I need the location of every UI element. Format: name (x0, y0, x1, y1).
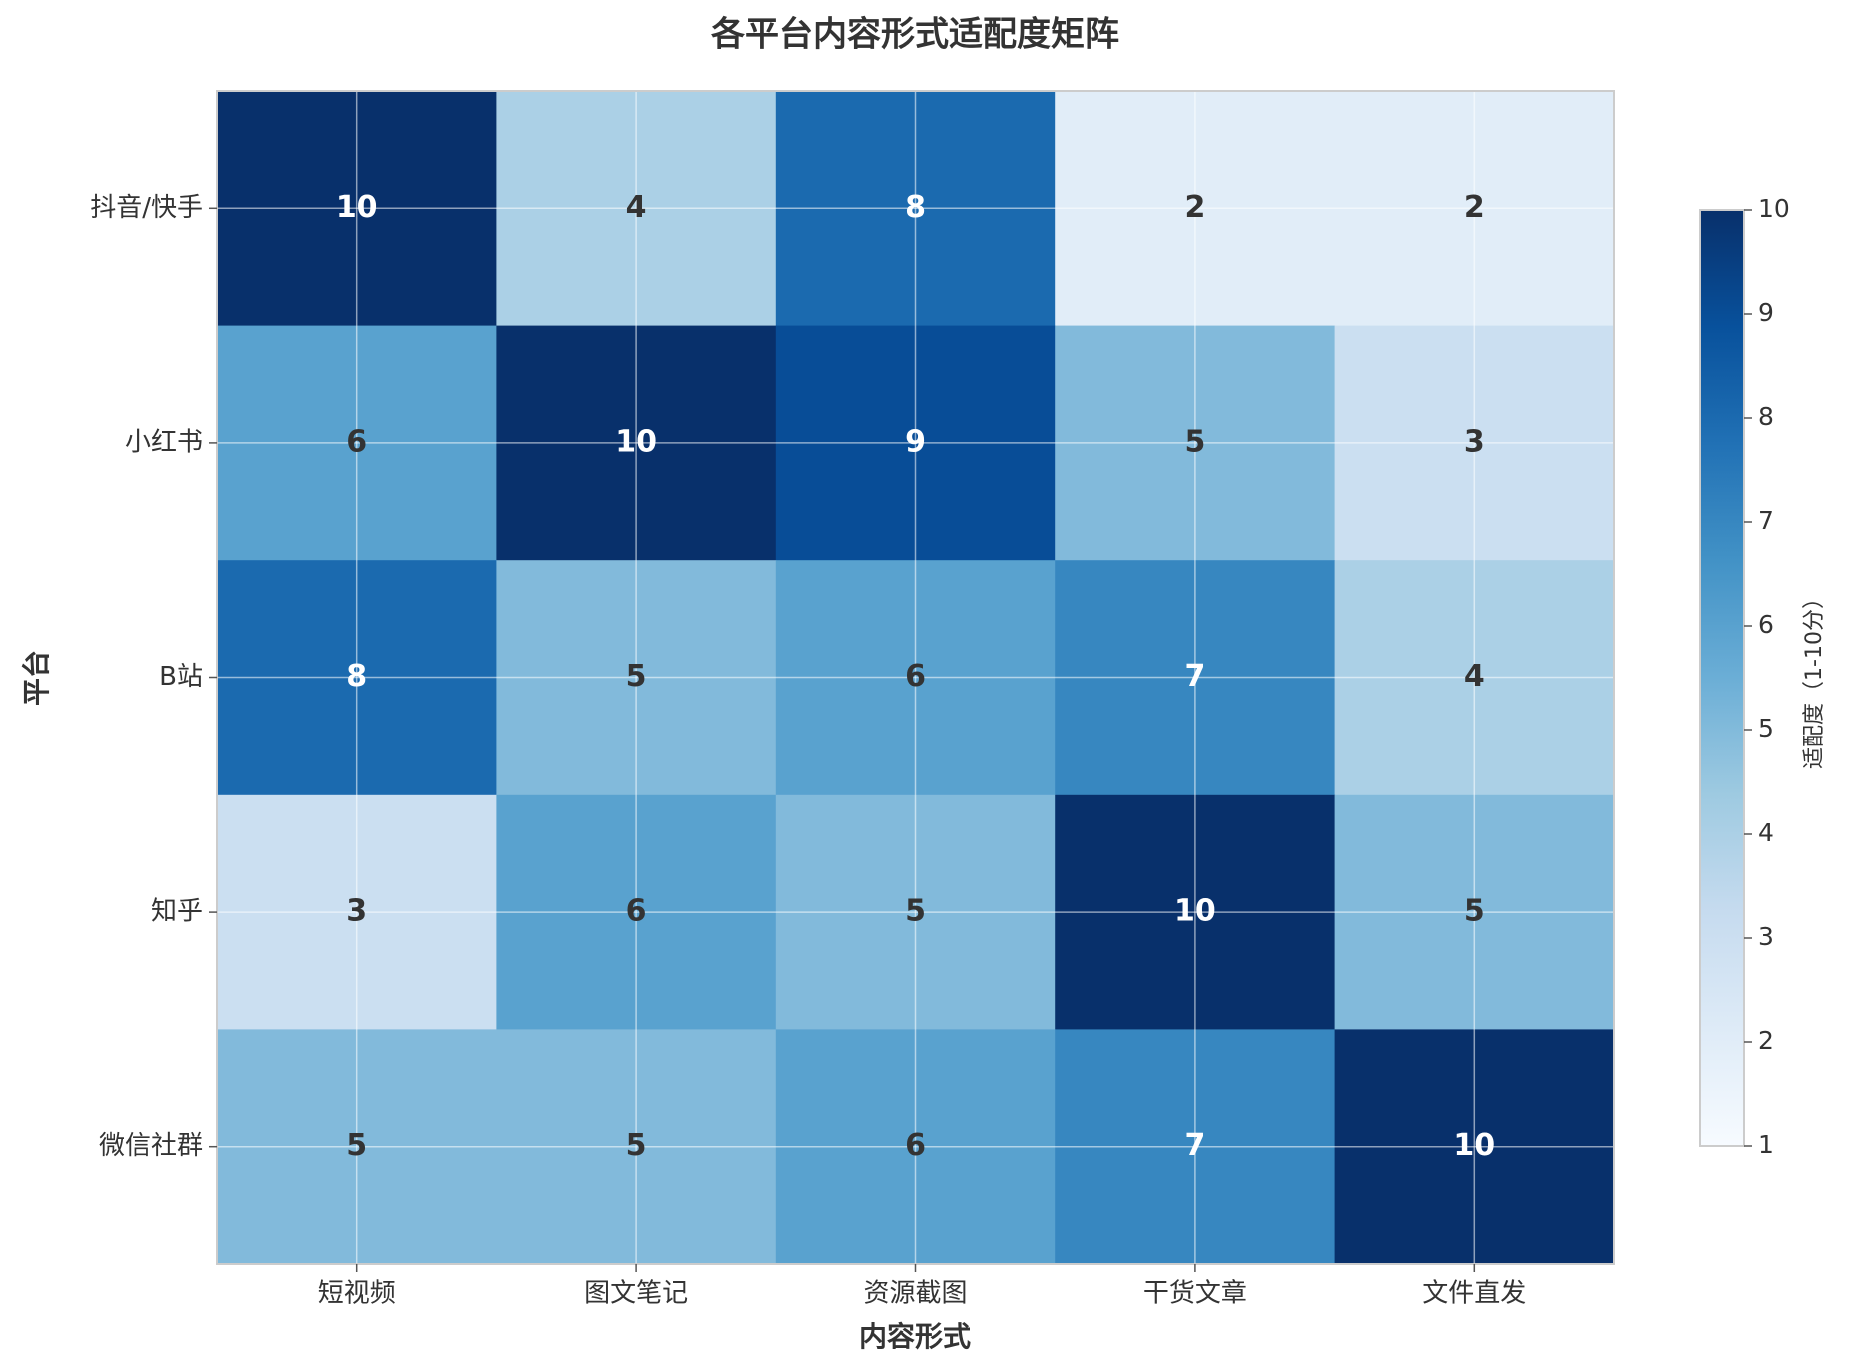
value-label: 10 (1453, 1128, 1495, 1163)
value-label: 10 (1174, 894, 1216, 929)
y-axis-label: 平台 (20, 650, 53, 706)
value-label: 6 (626, 894, 647, 929)
x-tick-label: 短视频 (318, 1279, 396, 1309)
value-label: 8 (346, 659, 367, 694)
x-tick-label: 干货文章 (1143, 1279, 1247, 1309)
colorbar-label: 适配度（1-10分） (1802, 587, 1827, 769)
colorbar-tick-label: 5 (1758, 714, 1774, 743)
value-label: 7 (1184, 1128, 1205, 1163)
colorbar-tick-label: 8 (1758, 402, 1774, 431)
colorbar-tick-label: 6 (1758, 610, 1774, 639)
value-label: 2 (1464, 190, 1485, 225)
x-tick-label: 图文笔记 (584, 1279, 688, 1309)
value-label: 9 (905, 424, 926, 459)
value-label: 5 (346, 1128, 367, 1163)
value-label: 5 (1464, 894, 1485, 929)
chart-title: 各平台内容形式适配度矩阵 (711, 15, 1119, 55)
value-label: 6 (905, 659, 926, 694)
value-label: 5 (1184, 424, 1205, 459)
value-label: 5 (626, 1128, 647, 1163)
value-label: 5 (626, 659, 647, 694)
value-label: 10 (336, 190, 378, 225)
value-label: 8 (905, 190, 926, 225)
y-tick-label: 微信社群 (99, 1131, 203, 1161)
colorbar-tick-label: 9 (1758, 298, 1774, 327)
value-label: 4 (1464, 659, 1485, 694)
colorbar-tick-label: 10 (1758, 194, 1790, 223)
y-tick-label: 知乎 (151, 897, 203, 927)
x-tick-label: 资源截图 (863, 1279, 967, 1309)
x-tick-label: 文件直发 (1422, 1279, 1526, 1309)
value-label: 6 (905, 1128, 926, 1163)
colorbar-tick-label: 7 (1758, 506, 1774, 535)
value-label: 7 (1184, 659, 1205, 694)
colorbar-tick-label: 2 (1758, 1026, 1774, 1055)
colorbar-tick-label: 4 (1758, 818, 1774, 847)
value-label: 6 (346, 424, 367, 459)
value-label: 4 (626, 190, 647, 225)
x-axis-label: 内容形式 (859, 1320, 971, 1353)
value-label: 10 (615, 424, 657, 459)
value-label: 3 (1464, 424, 1485, 459)
y-tick-label: 小红书 (125, 427, 203, 457)
colorbar (1699, 209, 1745, 1147)
y-tick-label: 抖音/快手 (90, 193, 203, 223)
value-label: 5 (905, 894, 926, 929)
y-tick-label: B站 (159, 662, 203, 692)
value-label: 3 (346, 894, 367, 929)
colorbar-tick-label: 3 (1758, 922, 1774, 951)
value-label: 2 (1184, 190, 1205, 225)
colorbar-tick-label: 1 (1758, 1130, 1774, 1159)
